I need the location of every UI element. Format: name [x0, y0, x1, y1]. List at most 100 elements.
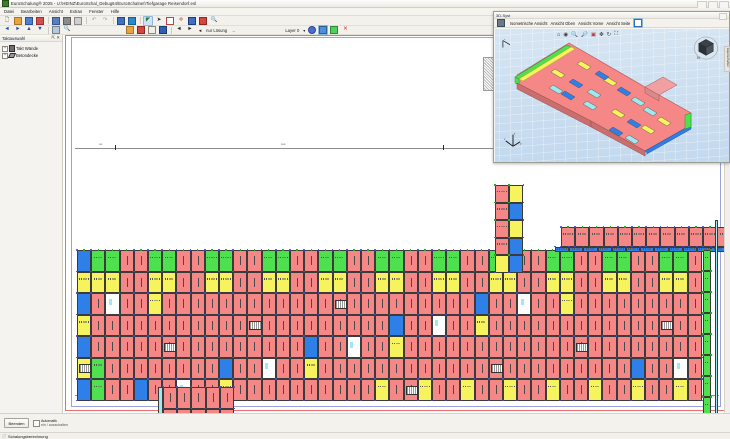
formwork-panel[interactable] [630, 336, 645, 358]
formwork-panel[interactable] [91, 379, 106, 401]
formwork-panel[interactable] [602, 379, 617, 401]
formwork-panel[interactable] [275, 271, 290, 293]
formwork-panel[interactable] [119, 379, 134, 401]
formwork-panel[interactable] [645, 271, 660, 293]
formwork-panel[interactable] [389, 379, 404, 401]
formwork-panel[interactable] [503, 357, 518, 379]
formwork-panel[interactable] [715, 220, 718, 413]
pan-icon[interactable]: ✥ [599, 31, 604, 38]
formwork-panel[interactable] [659, 314, 674, 336]
formwork-panel[interactable] [417, 336, 432, 358]
formwork-panel[interactable] [645, 336, 660, 358]
formwork-panel[interactable] [133, 250, 148, 272]
formwork-panel[interactable] [574, 314, 589, 336]
formwork-panel[interactable] [561, 227, 576, 247]
view-side-button[interactable]: Ansicht Seite [606, 20, 631, 26]
formwork-panel[interactable] [290, 379, 305, 401]
formwork-panel[interactable] [588, 357, 603, 379]
move-right-icon[interactable]: ► [187, 26, 193, 33]
formwork-panel[interactable] [460, 357, 475, 379]
formwork-panel[interactable] [247, 314, 262, 336]
formwork-panel[interactable] [687, 314, 702, 336]
formwork-b-icon[interactable] [136, 25, 146, 35]
formwork-panel[interactable] [432, 357, 447, 379]
formwork-panel[interactable] [616, 250, 631, 272]
formwork-panel[interactable] [559, 293, 574, 315]
formwork-panel[interactable] [247, 293, 262, 315]
properties-tab[interactable]: Eigenschaften [724, 46, 730, 72]
formwork-panel[interactable] [389, 357, 404, 379]
formwork-panel[interactable] [204, 336, 219, 358]
formwork-panel[interactable] [673, 379, 688, 401]
formwork-panel[interactable] [105, 271, 120, 293]
new-document-icon[interactable]: 🗋 [4, 16, 10, 23]
formwork-panel[interactable] [474, 271, 489, 293]
formwork-panel[interactable] [531, 357, 546, 379]
formwork-panel[interactable] [219, 408, 234, 413]
formwork-panel[interactable] [488, 314, 503, 336]
formwork-panel[interactable] [247, 357, 262, 379]
formwork-panel[interactable] [176, 271, 191, 293]
formwork-panel[interactable] [176, 250, 191, 272]
pan-up-icon[interactable]: ▲ [26, 26, 32, 33]
formwork-panel[interactable] [346, 250, 361, 272]
orbit-icon[interactable]: ◉ [563, 31, 569, 38]
formwork-panel[interactable] [602, 336, 617, 358]
formwork-panel[interactable] [488, 379, 503, 401]
formwork-panel[interactable] [654, 246, 669, 252]
save-as-icon[interactable] [35, 16, 45, 26]
formwork-panel[interactable] [645, 314, 660, 336]
formwork-panel[interactable] [574, 379, 589, 401]
formwork-panel[interactable] [133, 379, 148, 401]
formwork-panel[interactable] [417, 271, 432, 293]
formwork-panel[interactable] [495, 220, 510, 238]
formwork-panel[interactable] [569, 246, 584, 252]
formwork-panel[interactable] [531, 314, 546, 336]
formwork-panel[interactable] [361, 379, 376, 401]
formwork-panel[interactable] [574, 293, 589, 315]
formwork-panel[interactable] [204, 271, 219, 293]
formwork-panel[interactable] [640, 246, 655, 252]
formwork-panel[interactable] [517, 293, 532, 315]
view-cube-icon[interactable]: N [693, 35, 719, 61]
formwork-plan[interactable] [63, 57, 730, 413]
formwork-panel[interactable] [290, 336, 305, 358]
formwork-panel[interactable] [403, 336, 418, 358]
formwork-panel[interactable] [219, 293, 234, 315]
formwork-panel[interactable] [133, 336, 148, 358]
formwork-panel[interactable] [503, 271, 518, 293]
undo-icon[interactable]: ↶ [91, 16, 97, 23]
formwork-panel[interactable] [645, 357, 660, 379]
formwork-panel[interactable] [703, 376, 711, 397]
close-icon[interactable] [719, 13, 727, 20]
formwork-panel[interactable] [318, 357, 333, 379]
formwork-panel[interactable] [559, 250, 574, 272]
view-front-button[interactable]: Ansicht Vorne [578, 20, 604, 26]
formwork-panel[interactable] [403, 250, 418, 272]
formwork-panel[interactable] [375, 314, 390, 336]
formwork-panel[interactable] [687, 379, 702, 401]
formwork-panel[interactable] [446, 293, 461, 315]
formwork-panel[interactable] [432, 271, 447, 293]
formwork-panel[interactable] [233, 314, 248, 336]
formwork-panel[interactable] [687, 336, 702, 358]
formwork-panel[interactable] [503, 314, 518, 336]
formwork-panel[interactable] [290, 357, 305, 379]
formwork-panel[interactable] [304, 357, 319, 379]
formwork-panel[interactable] [261, 314, 276, 336]
formwork-panel[interactable] [673, 250, 688, 272]
formwork-panel[interactable] [219, 357, 234, 379]
formwork-panel[interactable] [361, 250, 376, 272]
formwork-panel[interactable] [417, 314, 432, 336]
formwork-panel[interactable] [559, 357, 574, 379]
save-icon[interactable] [24, 16, 34, 26]
formwork-panel[interactable] [559, 271, 574, 293]
layer-delete-icon[interactable]: ✕ [343, 26, 348, 33]
formwork-panel[interactable] [474, 250, 489, 272]
move-left-icon[interactable]: ◄ [176, 26, 182, 33]
formwork-panel[interactable] [261, 293, 276, 315]
formwork-panel[interactable] [460, 293, 475, 315]
formwork-panel[interactable] [509, 185, 524, 203]
formwork-panel[interactable] [559, 379, 574, 401]
formwork-panel[interactable] [275, 357, 290, 379]
